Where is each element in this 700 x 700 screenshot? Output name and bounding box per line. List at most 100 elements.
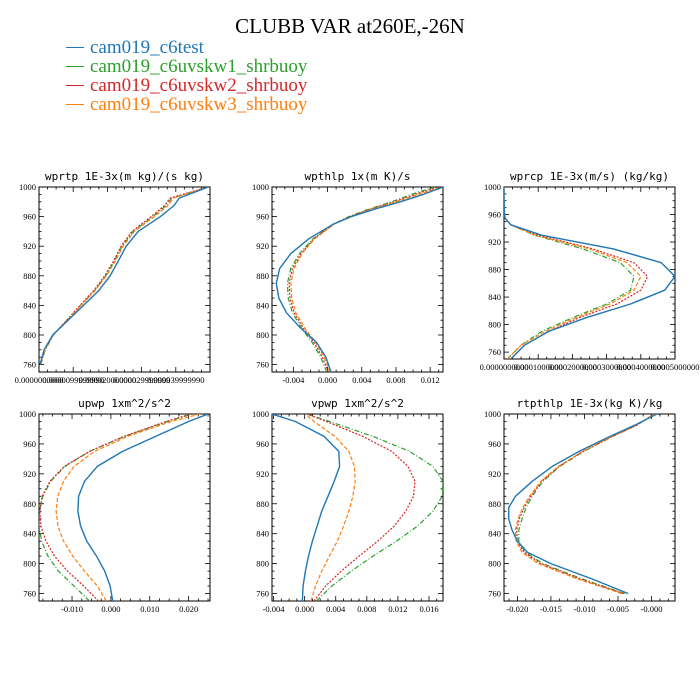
plot-frame [38,413,211,602]
series-line [39,414,191,601]
subplot: vpwp 1xm^2/s^2 760 800 840 880 920 960 1000 -0.0… [252,397,444,614]
x-tick-label: 0.004 [326,604,346,614]
legend-swatch [66,104,84,105]
series-line [39,187,209,365]
x-tick-label: -0.020 [506,604,528,614]
y-tick-label: 1000 [19,409,36,419]
y-tick-label: 840 [488,529,501,539]
x-tick-label: 0.004 [352,375,372,385]
subplot: rtpthlp 1E-3x(kg K)/kg 760 800 840 880 920 960… [484,397,676,614]
series-line [39,187,209,365]
series-line [306,414,443,601]
x-tick-label: 0.016 [419,604,438,614]
x-tick-label: -0.000 [641,604,663,614]
plot-frame [271,413,444,602]
y-tick-label: 880 [488,499,501,509]
y-tick-label: 800 [488,559,501,569]
legend-swatch [66,66,84,67]
y-tick-label: 800 [256,330,269,340]
x-tick-label: -0.015 [540,604,562,614]
x-tick-label: -0.010 [61,604,83,614]
x-tick-label: 0.008 [357,604,376,614]
x-tick-label: 0.012 [388,604,407,614]
x-tick-label: -0.005 [607,604,629,614]
y-tick-label: 880 [256,271,269,281]
y-tick-label: 920 [23,469,36,479]
x-tick-label: 0.020 [179,604,198,614]
y-tick-label: 920 [256,469,269,479]
x-tick-label: 0.0000000000 [480,362,529,372]
x-tick-label: 0.000 [295,604,314,614]
y-tick-label: 960 [488,210,501,220]
y-tick-label: 800 [488,320,501,330]
x-tick-label: 0.000020000000 [79,375,136,385]
series-line [518,414,655,595]
y-tick-label: 800 [23,330,36,340]
y-tick-label: 880 [23,271,36,281]
x-tick-label: -0.004 [282,375,305,385]
y-tick-label: 960 [256,212,269,222]
series-line [77,414,209,601]
series-line [508,414,658,595]
x-tick-label: 0.008 [386,375,405,385]
y-tick-label: 920 [488,237,501,247]
plot-frame [503,413,676,602]
y-tick-label: 760 [256,360,269,370]
y-tick-label: 840 [23,529,36,539]
y-tick-label: 880 [23,499,36,509]
subplot-title: upwp 1xm^2/s^2 [78,397,171,410]
legend-swatch [66,47,84,48]
subplot: wprtp 1E-3x(m kg)/(s kg) 760 800 840 880 920 9… [15,170,211,385]
y-tick-label: 960 [256,439,269,449]
x-tick-label: 0.0000099999990 [42,375,104,385]
subplot-title: wprcp 1E-3x(m/s) (kg/kg) [510,170,669,183]
y-tick-label: 1000 [252,182,269,192]
plot-frame [38,186,211,373]
legend: cam019_c6test cam019_c6uvskw1_shrbuoy ca… [66,38,307,114]
y-tick-label: 880 [256,499,269,509]
y-tick-label: 1000 [19,182,36,192]
legend-label: cam019_c6uvskw3_shrbuoy [90,94,308,115]
subplot: wprcp 1E-3x(m/s) (kg/kg) 760 800 840 880 920 9… [480,170,700,372]
subplot-title: wprtp 1E-3x(m kg)/(s kg) [45,170,204,183]
subplot-title: vpwp 1xm^2/s^2 [311,397,404,410]
subplot: upwp 1xm^2/s^2 760 800 840 880 920 960 1000 -0.0… [19,397,211,614]
y-tick-label: 760 [488,347,501,357]
x-tick-label: 0.0002000000 [548,362,597,372]
legend-item: cam019_c6uvskw2_shrbuoy [66,76,307,95]
subplot: wpthlp 1x(m K)/s 760 800 840 880 920 960 1000 -0… [252,170,444,385]
x-tick-label: -0.004 [263,604,286,614]
plot-frame [503,186,676,360]
y-tick-label: 760 [256,589,269,599]
subplot-title: rtpthlp 1E-3x(kg K)/kg [517,397,663,410]
y-tick-label: 760 [488,589,501,599]
series-line [504,187,649,359]
x-tick-label: 0.000029999999 [113,375,170,385]
y-tick-label: 960 [23,212,36,222]
series-line [286,187,435,372]
legend-label: cam019_c6uvskw2_shrbuoy [90,75,308,96]
legend-item: cam019_c6test [66,38,307,57]
y-tick-label: 960 [23,439,36,449]
legend-label: cam019_c6test [90,37,204,58]
series-line [504,187,642,359]
series-line [504,187,635,359]
y-tick-label: 920 [23,241,36,251]
x-tick-label: 0.0000000000 [15,375,64,385]
y-tick-label: 840 [488,292,501,302]
series-line [40,187,209,365]
y-tick-label: 920 [488,469,501,479]
series-line [39,187,209,365]
x-tick-label: 0.000 [318,375,337,385]
y-tick-label: 1000 [484,182,501,192]
y-tick-label: 760 [23,589,36,599]
y-tick-label: 1000 [252,409,269,419]
x-tick-label: -0.010 [573,604,595,614]
series-line [516,414,655,595]
series-line [275,187,443,372]
x-tick-label: 0.010 [140,604,159,614]
plot-frame [271,186,444,373]
series-line [306,414,416,601]
legend-item: cam019_c6uvskw3_shrbuoy [66,95,307,114]
